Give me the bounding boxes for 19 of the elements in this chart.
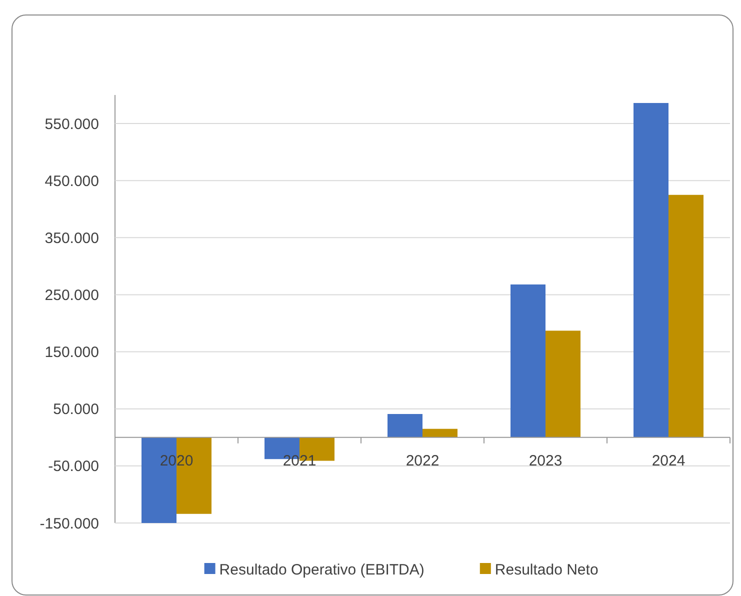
bar [634,102,668,438]
y-tick-label: 150.000 [44,344,99,362]
bar [510,284,546,438]
y-tick-label: 50.000 [53,401,99,418]
bar [546,330,580,438]
x-tick-label: 2024 [652,452,686,470]
bar [388,414,422,438]
legend-label: Resultado Operativo (EBITDA) [219,561,424,578]
y-tick-label: 250.000 [44,286,99,304]
y-tick-label: -50.000 [48,458,99,476]
x-tick-label: 2022 [406,452,440,470]
bar [668,194,704,438]
y-tick-label: 550.000 [44,116,99,133]
legend-label: Resultado Neto [494,561,598,578]
y-tick-label: 350.000 [44,230,99,247]
y-tick-label: 450.000 [44,172,99,190]
y-tick-label: -150.000 [40,515,99,532]
bar [422,428,458,438]
x-tick-label: 2023 [528,452,562,470]
